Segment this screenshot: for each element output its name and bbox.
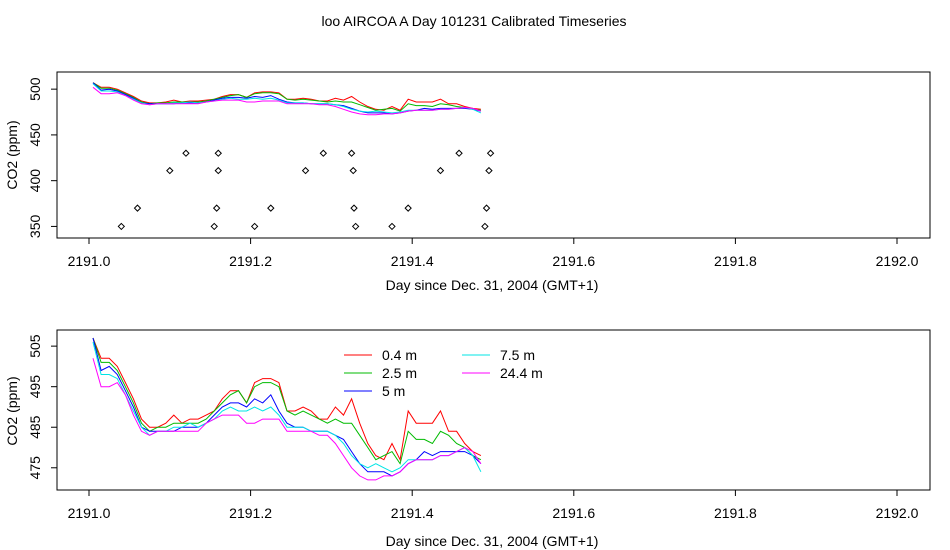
scatter-point bbox=[388, 222, 396, 231]
x-tick-label: 2191.6 bbox=[552, 505, 595, 521]
scatter-point bbox=[301, 166, 310, 175]
x-axis-bottom: 2191.0 2191.2 2191.4 2191.6 2191.8 2192.0 bbox=[68, 489, 919, 521]
scatter-point bbox=[182, 149, 190, 157]
y-axis-bottom: 475 485 495 505 bbox=[27, 334, 58, 480]
y-tick-label: 500 bbox=[27, 77, 43, 101]
series-line-top-3 bbox=[92, 82, 482, 115]
x-tick-label: 2191.4 bbox=[391, 253, 434, 269]
series-line-bottom-1 bbox=[92, 337, 482, 462]
y-tick-label: 475 bbox=[27, 456, 43, 480]
y-tick-label: 450 bbox=[27, 123, 43, 147]
scatter-point bbox=[210, 222, 218, 231]
scatter-markers-top bbox=[117, 149, 495, 231]
series-line-top-5 bbox=[92, 86, 482, 116]
series-lines-bottom bbox=[92, 337, 482, 481]
y-tick-label: 495 bbox=[27, 375, 43, 399]
scatter-point bbox=[212, 204, 221, 212]
legend-item: 5 m bbox=[344, 383, 405, 399]
series-line-bottom-4 bbox=[92, 341, 482, 473]
scatter-point bbox=[214, 149, 222, 157]
series-lines-top bbox=[92, 82, 482, 116]
scatter-point bbox=[349, 166, 357, 175]
legend-label: 7.5 m bbox=[500, 347, 535, 363]
legend-label: 24.4 m bbox=[500, 365, 543, 381]
legend-label: 0.4 m bbox=[382, 347, 417, 363]
y-tick-label: 350 bbox=[27, 215, 43, 239]
legend-item: 0.4 m bbox=[344, 347, 417, 363]
scatter-point bbox=[133, 204, 142, 212]
scatter-point bbox=[485, 166, 493, 175]
x-tick-label: 2191.0 bbox=[68, 505, 111, 521]
scatter-point bbox=[267, 204, 275, 212]
series-line-bottom-2 bbox=[92, 337, 482, 465]
scatter-point bbox=[347, 149, 356, 157]
x-tick-label: 2191.2 bbox=[229, 505, 272, 521]
x-tick-label: 2191.8 bbox=[714, 253, 757, 269]
series-line-bottom-3 bbox=[92, 337, 482, 477]
y-tick-label: 400 bbox=[27, 169, 43, 193]
x-tick-label: 2192.0 bbox=[876, 253, 919, 269]
x-tick-label: 2191.4 bbox=[391, 505, 434, 521]
y-tick-label: 505 bbox=[27, 334, 43, 358]
figure-title: loo AIRCOA A Day 101231 Calibrated Times… bbox=[321, 13, 626, 29]
x-tick-label: 2191.8 bbox=[714, 505, 757, 521]
legend-item: 2.5 m bbox=[344, 365, 417, 381]
y-tick-label: 485 bbox=[27, 415, 43, 439]
legend-item: 24.4 m bbox=[462, 365, 543, 381]
y-axis-top: 350 400 450 500 bbox=[27, 77, 58, 239]
x-tick-label: 2191.0 bbox=[68, 253, 111, 269]
x-tick-label: 2191.2 bbox=[229, 253, 272, 269]
scatter-point bbox=[214, 166, 222, 175]
scatter-point bbox=[486, 149, 495, 157]
scatter-point bbox=[350, 204, 358, 212]
y-axis-label-bottom: CO2 (ppm) bbox=[4, 376, 20, 445]
scatter-point bbox=[250, 222, 259, 231]
y-axis-label-top: CO2 (ppm) bbox=[4, 120, 20, 189]
x-axis-label-top: Day since Dec. 31, 2004 (GMT+1) bbox=[386, 277, 599, 293]
scatter-point bbox=[117, 222, 126, 231]
scatter-point bbox=[404, 204, 412, 212]
scatter-point bbox=[481, 222, 489, 231]
scatter-point bbox=[455, 149, 463, 157]
panel-top: 2191.0 2191.2 2191.4 2191.6 2191.8 2192.0 350… bbox=[4, 71, 931, 293]
plot-frame-top bbox=[56, 71, 931, 239]
legend: 0.4 m 2.5 m 5 m 7.5 m 24.4 m bbox=[344, 347, 543, 399]
scatter-point bbox=[351, 222, 360, 231]
scatter-point bbox=[166, 166, 174, 175]
series-line-bottom-5 bbox=[92, 358, 482, 481]
legend-item: 7.5 m bbox=[462, 347, 535, 363]
x-tick-label: 2192.0 bbox=[876, 505, 919, 521]
scatter-point bbox=[482, 204, 491, 212]
panel-bottom: 2191.0 2191.2 2191.4 2191.6 2191.8 2192.0 475… bbox=[4, 329, 931, 549]
legend-label: 5 m bbox=[382, 383, 405, 399]
legend-label: 2.5 m bbox=[382, 365, 417, 381]
x-axis-label-bottom: Day since Dec. 31, 2004 (GMT+1) bbox=[386, 533, 599, 549]
plot-frame-bottom bbox=[56, 329, 931, 491]
x-axis-top: 2191.0 2191.2 2191.4 2191.6 2191.8 2192.0 bbox=[68, 237, 919, 269]
scatter-point bbox=[319, 149, 328, 157]
scatter-point bbox=[436, 166, 445, 175]
series-line-top-2 bbox=[92, 82, 481, 112]
x-tick-label: 2191.6 bbox=[552, 253, 595, 269]
